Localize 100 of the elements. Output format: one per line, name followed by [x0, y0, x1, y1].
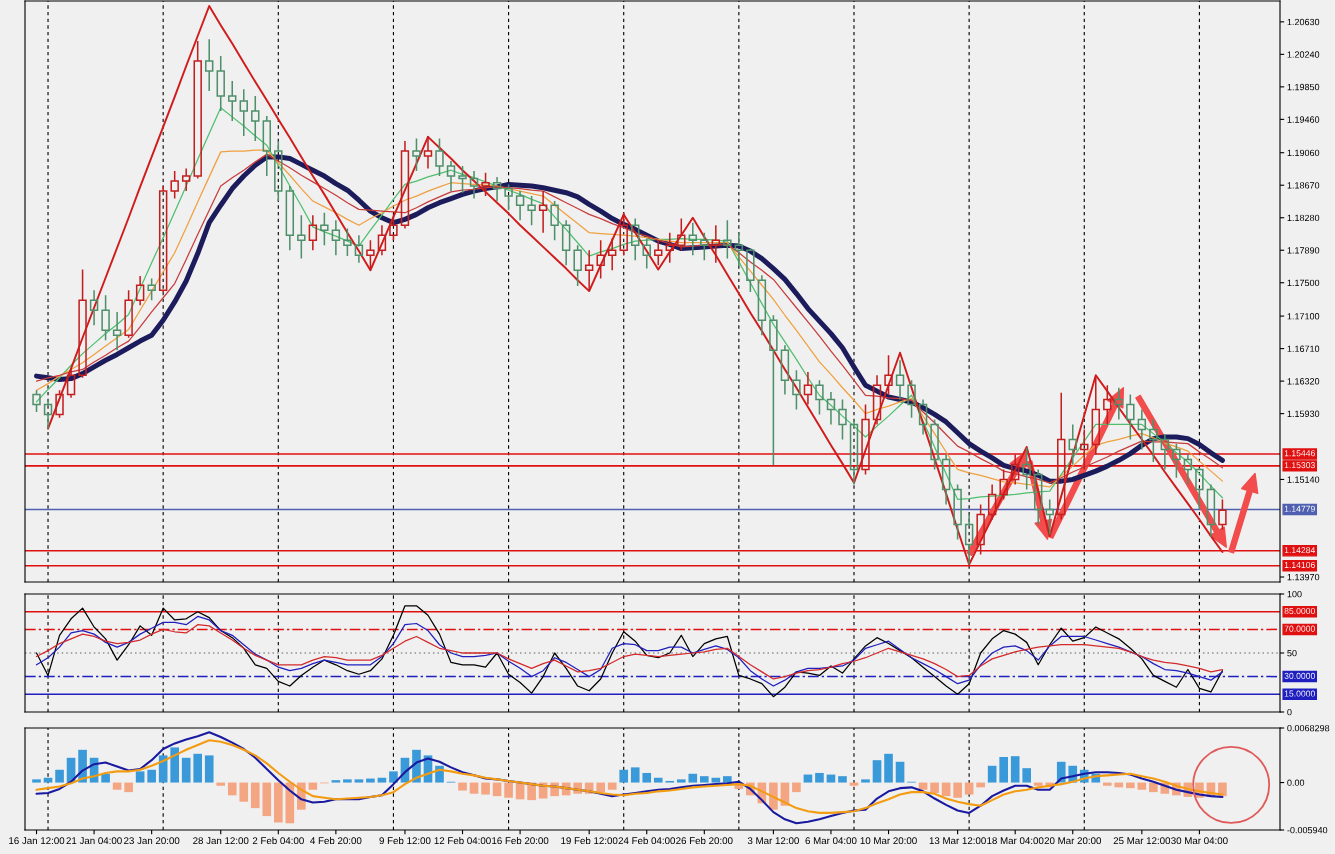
- bar: [285, 782, 295, 824]
- bar: [343, 779, 352, 783]
- candlestick: [561, 219, 571, 267]
- bar: [826, 774, 836, 783]
- x-tick-label: 9 Feb 12:00: [379, 836, 431, 845]
- bar: [308, 782, 318, 790]
- line-series: [35, 731, 1224, 825]
- y-tick-label: 1.13970: [1287, 573, 1320, 581]
- candlestick: [170, 170, 179, 200]
- candlestick: [665, 231, 674, 264]
- candlestick: [400, 140, 410, 230]
- y-tick-label: 0.0068298: [1287, 724, 1330, 732]
- bar: [653, 777, 663, 783]
- bar: [377, 777, 387, 783]
- candlestick: [607, 237, 617, 272]
- x-tick-label: 6 Mar 04:00: [805, 837, 857, 845]
- y-tick-label: 1.17100: [1287, 313, 1320, 320]
- x-tick-label: 16 Jan 12:00: [9, 837, 65, 845]
- candlestick: [895, 359, 905, 401]
- bar: [1137, 782, 1147, 790]
- candlestick: [469, 170, 479, 200]
- x-tick-label: 24 Feb 04:00: [618, 836, 676, 845]
- y-tick-label: 1.16320: [1287, 378, 1320, 385]
- candlestick: [861, 403, 870, 476]
- y-tick-label: 1.16710: [1287, 345, 1320, 352]
- line-series: [35, 739, 1224, 814]
- candlestick: [89, 289, 99, 327]
- candlestick: [953, 483, 962, 541]
- candlestick: [193, 40, 202, 180]
- y-tick-label: 0: [1287, 708, 1292, 716]
- candlestick: [826, 391, 836, 426]
- candlestick: [515, 190, 525, 221]
- ref-line-label: 1.14284: [1284, 547, 1316, 554]
- candlestick: [274, 140, 283, 202]
- candlestick: [1080, 428, 1089, 471]
- candlestick: [838, 398, 847, 441]
- candlestick: [723, 219, 732, 260]
- bar: [43, 777, 53, 783]
- bar: [458, 782, 467, 791]
- candlestick: [135, 275, 145, 307]
- candlestick: [389, 214, 398, 242]
- bar: [216, 782, 226, 786]
- y-tick-label: 50: [1287, 649, 1297, 657]
- line-series: [47, 5, 1224, 566]
- bar: [619, 769, 629, 783]
- bar: [642, 772, 652, 783]
- candlestick: [320, 211, 329, 247]
- candlestick: [43, 398, 53, 430]
- bar: [803, 774, 813, 783]
- bar: [389, 771, 398, 783]
- candlestick: [101, 294, 110, 342]
- candlestick: [1172, 442, 1181, 479]
- ref-line-label: 85.0000: [1284, 607, 1315, 615]
- bar: [1010, 756, 1020, 783]
- x-tick-label: 13 Mar 12:00: [929, 837, 986, 845]
- candlestick: [1149, 418, 1158, 463]
- candlestick: [78, 268, 87, 379]
- bar: [964, 782, 974, 795]
- bar: [1126, 782, 1135, 789]
- x-tick-label: 3 Mar 12:00: [747, 837, 799, 845]
- bar: [170, 747, 179, 783]
- candlestick: [1218, 498, 1227, 531]
- bar: [181, 757, 191, 783]
- bar: [239, 782, 249, 802]
- candlestick: [1183, 453, 1193, 486]
- y-tick-label: 1.20240: [1287, 51, 1320, 58]
- candlestick: [1068, 423, 1077, 466]
- candlestick: [596, 239, 605, 280]
- x-tick-label: 10 Mar 20:00: [860, 837, 917, 845]
- bar: [135, 771, 145, 783]
- bar: [815, 772, 824, 783]
- candlestick: [481, 171, 490, 197]
- candlestick: [584, 249, 594, 292]
- candlestick: [228, 80, 237, 122]
- bar: [630, 767, 640, 783]
- candlestick: [538, 190, 548, 234]
- candlestick: [239, 88, 248, 137]
- candlestick: [1137, 408, 1147, 451]
- candlestick: [918, 398, 928, 436]
- candlestick: [423, 135, 433, 170]
- ref-line-label: 70.0000: [1284, 625, 1315, 632]
- bar: [1218, 782, 1227, 797]
- candlestick: [677, 217, 686, 252]
- candlestick: [124, 289, 133, 339]
- candlestick: [354, 234, 364, 264]
- bar: [481, 782, 490, 795]
- x-tick-label: 28 Jan 12:00: [193, 837, 249, 845]
- candlestick: [872, 374, 882, 426]
- bar: [711, 777, 721, 783]
- y-tick-label: 0.00: [1287, 779, 1305, 786]
- y-tick-label: 1.19850: [1287, 83, 1320, 91]
- bar: [895, 761, 905, 783]
- bar: [1022, 768, 1032, 783]
- x-tick-label: 26 Feb 20:00: [676, 836, 733, 845]
- candlestick: [147, 277, 156, 302]
- candlestick: [907, 379, 916, 419]
- candlestick: [1022, 447, 1031, 491]
- candlestick: [285, 185, 295, 252]
- bar: [112, 782, 122, 790]
- x-tick-label: 21 Jan 04:00: [66, 837, 122, 845]
